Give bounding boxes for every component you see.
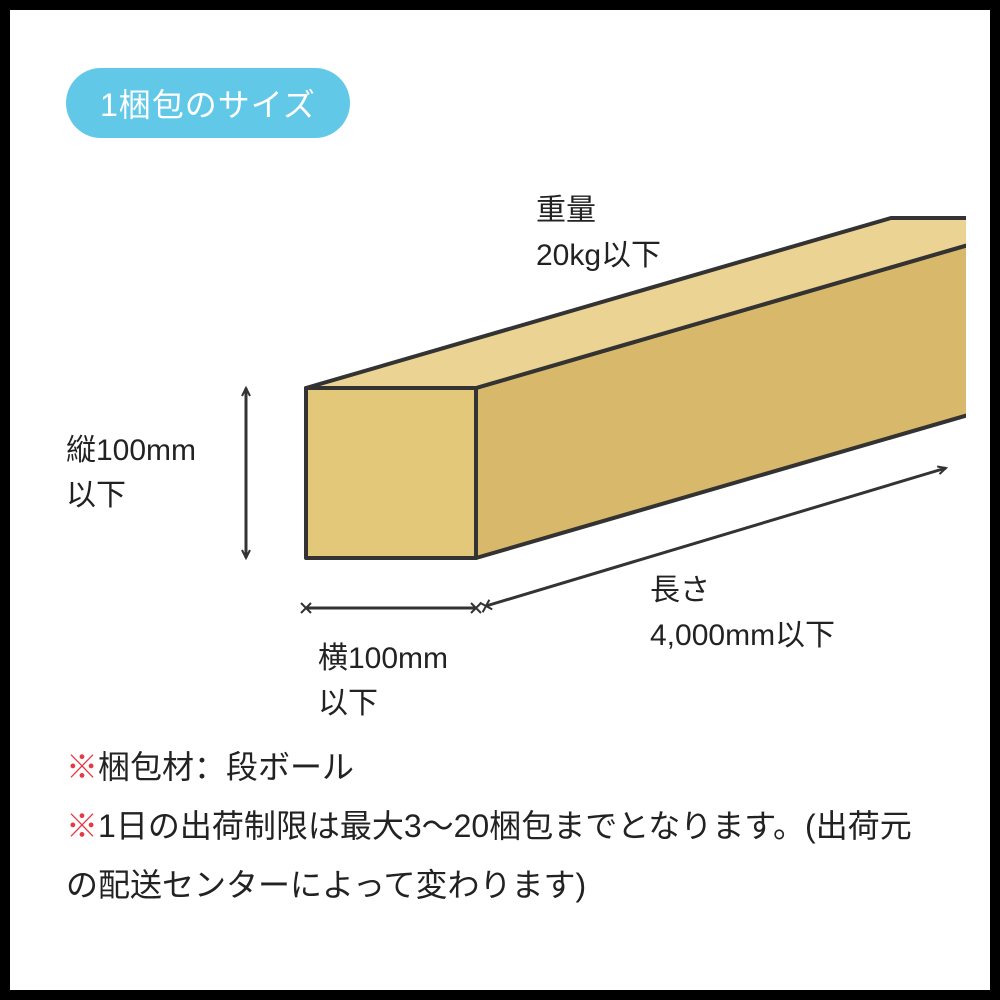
- diagram-area: 重量 20kg以下 縦100mm 以下 横100mm 以下 長さ 4,000mm…: [66, 158, 934, 738]
- notes: ※梱包材：段ボール ※1日の出荷制限は最大3〜20梱包までとなります。(出荷元の…: [66, 738, 934, 916]
- size-badge-text: 1梱包のサイズ: [100, 87, 316, 123]
- note-1-text: 梱包材：段ボール: [98, 749, 354, 785]
- note-line-2: ※1日の出荷制限は最大3〜20梱包までとなります。(出荷元の配送センターによって…: [66, 797, 934, 915]
- box-diagram-svg: [66, 158, 966, 738]
- asterisk-icon: ※: [66, 749, 98, 785]
- note-2-text: 1日の出荷制限は最大3〜20梱包までとなります。(出荷元の配送センターによって変…: [66, 808, 912, 903]
- frame: 1梱包のサイズ 重量 20kg以下 縦100mm 以下 横100mm 以下 長さ…: [0, 0, 1000, 1000]
- box-3d: [306, 218, 966, 558]
- size-badge: 1梱包のサイズ: [66, 68, 350, 138]
- asterisk-icon: ※: [66, 808, 98, 844]
- note-line-1: ※梱包材：段ボール: [66, 738, 934, 797]
